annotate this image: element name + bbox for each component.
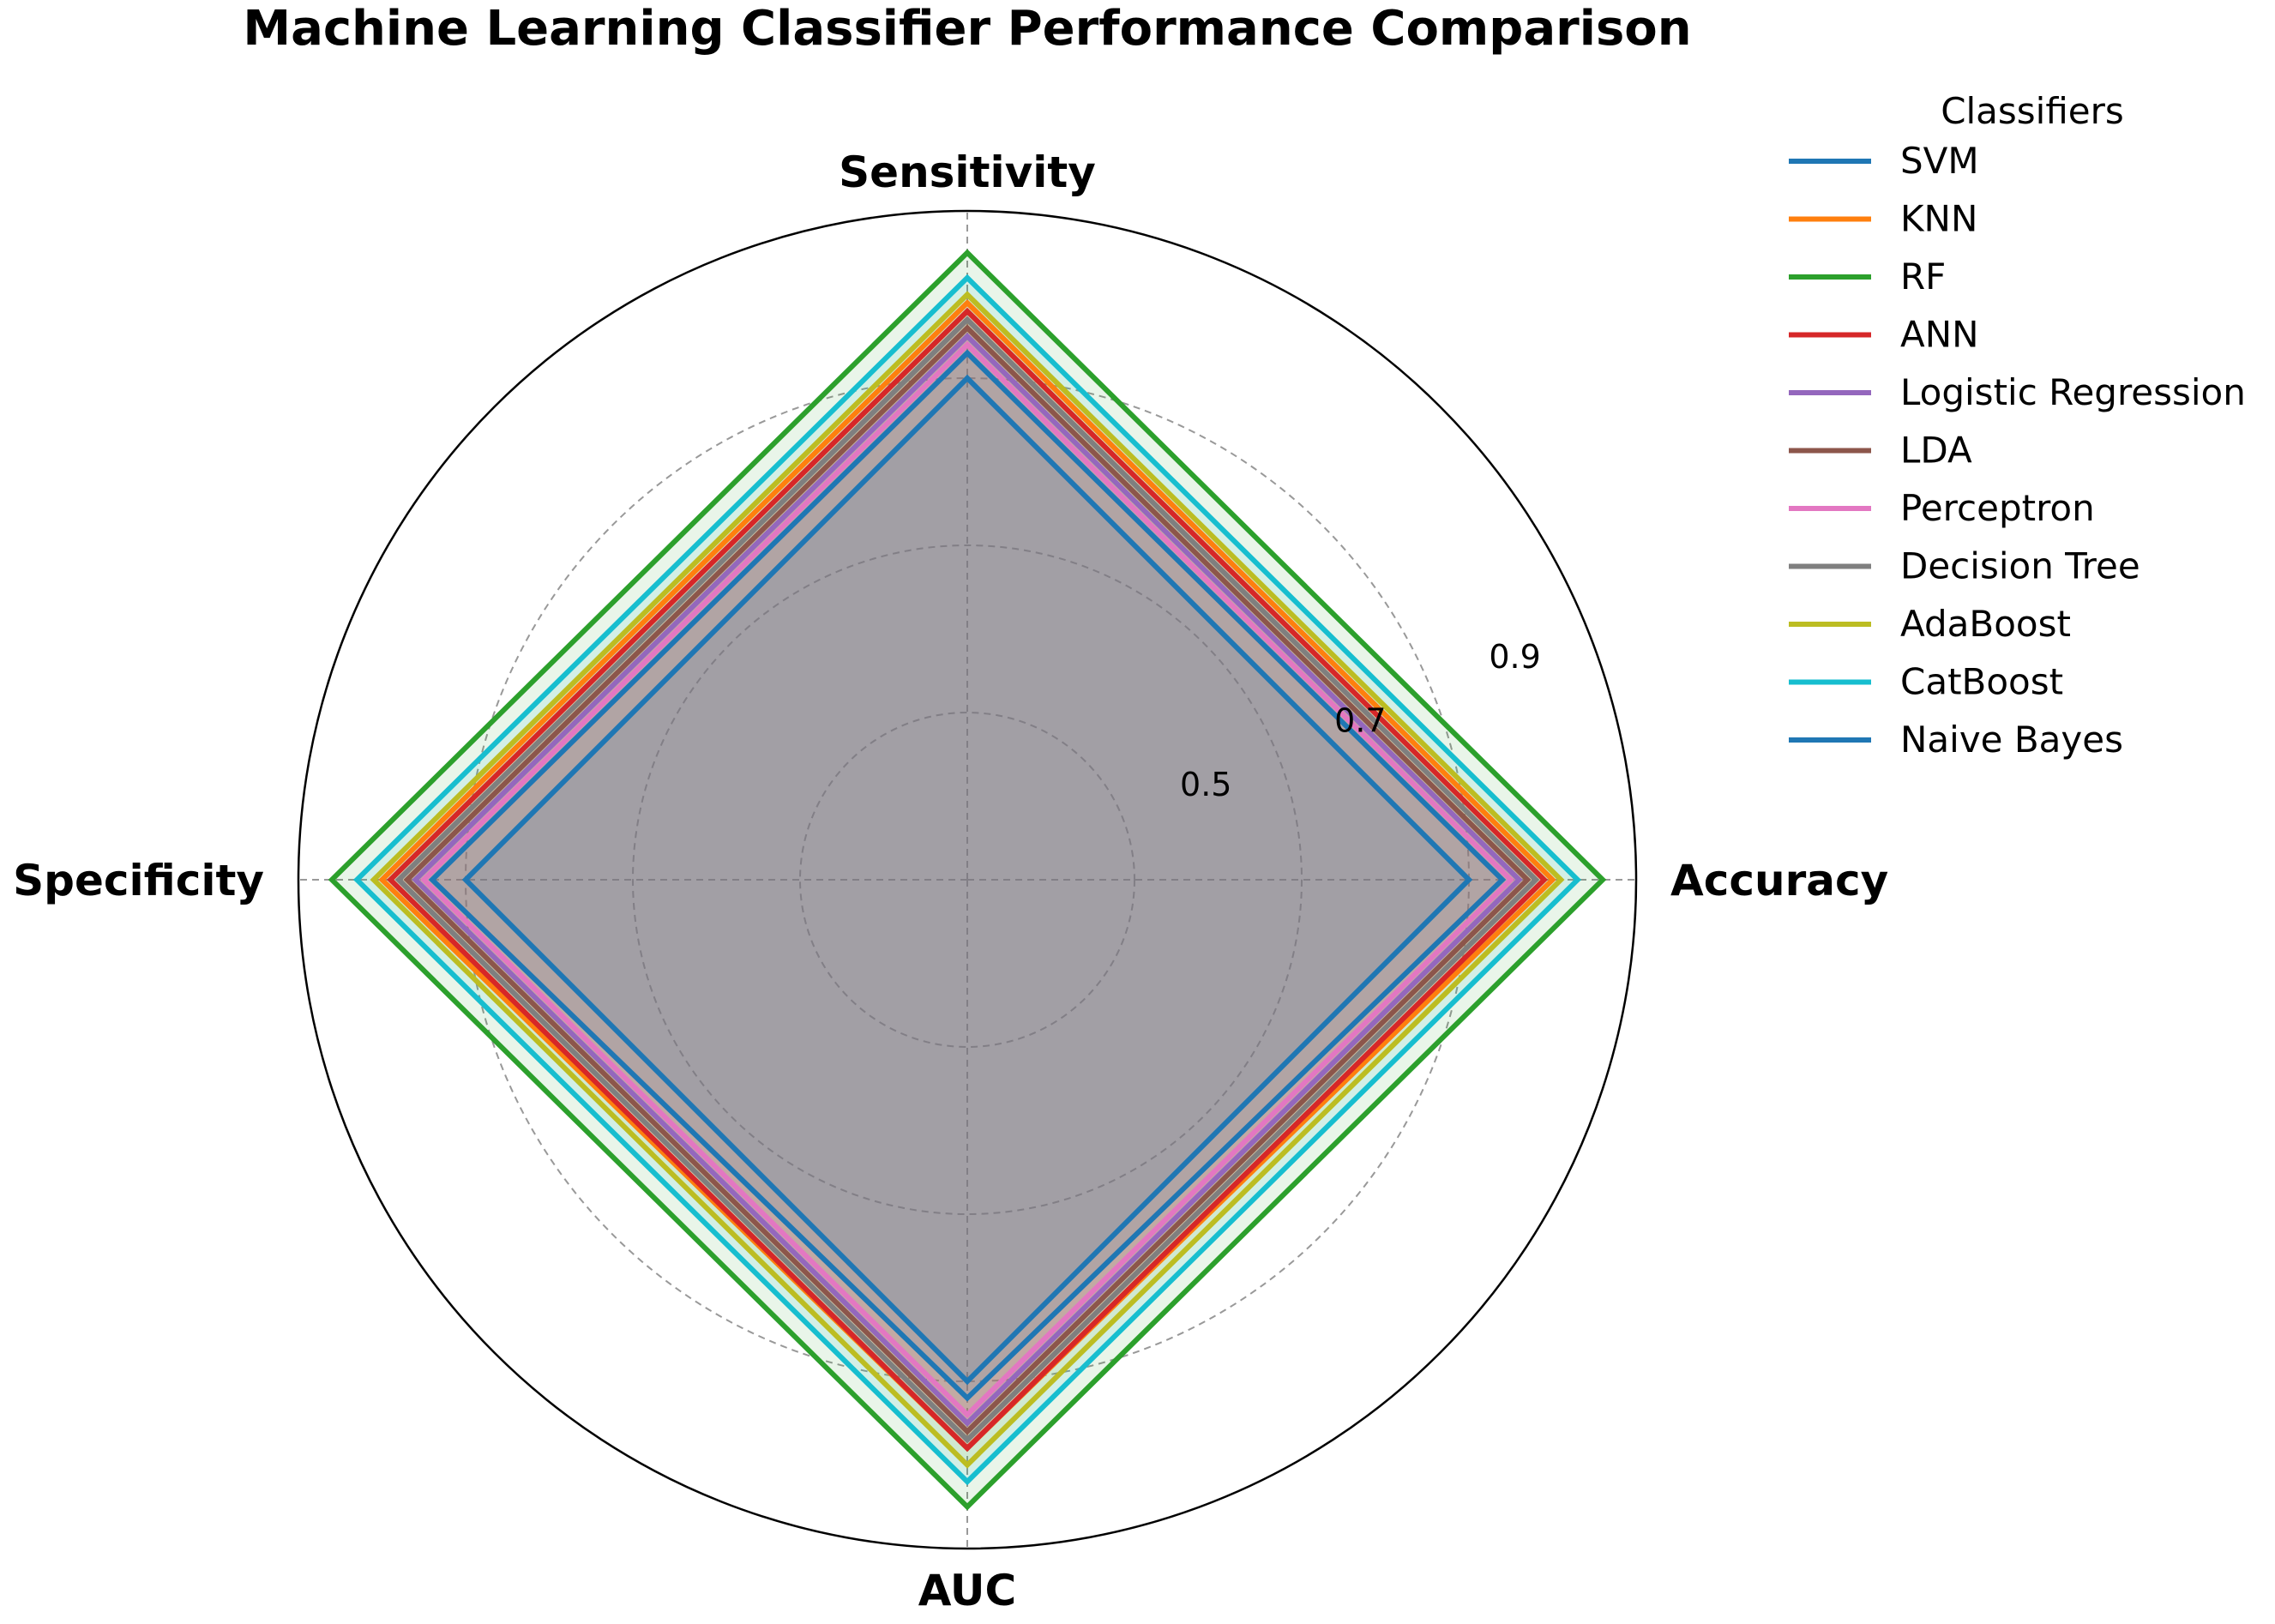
series-line-4 [412, 333, 1523, 1427]
axis-labels: Accuracy Sensitivity Specificity AUC [13, 147, 1888, 1615]
legend-label-6: Perceptron [1900, 487, 2095, 529]
axis-label-auc: AUC [918, 1566, 1016, 1615]
legend-label-5: LDA [1900, 430, 1972, 472]
legend-label-0: SVM [1900, 140, 1979, 182]
legend-label-7: Decision Tree [1900, 545, 2140, 587]
legend-label-2: RF [1900, 256, 1946, 298]
series-line-9 [352, 274, 1582, 1486]
legend-label-3: ANN [1900, 314, 1979, 356]
series-line-8 [370, 291, 1565, 1469]
tick-label-2: 0.9 [1489, 638, 1540, 676]
legend: Classifiers SVM KNN RF ANN Logistic Regressi… [1789, 90, 2246, 761]
tick-label-1: 0.7 [1334, 701, 1386, 739]
series-line-10 [461, 374, 1473, 1386]
legend-label-4: Logistic Regression [1900, 371, 2246, 413]
tick-label-0: 0.5 [1180, 766, 1231, 803]
series-polygons [328, 249, 1607, 1511]
series-line-3 [386, 307, 1549, 1453]
series-line-2 [328, 249, 1607, 1511]
series-line-7 [394, 316, 1540, 1444]
series-fill-10 [466, 378, 1469, 1381]
grid-ring-1 [632, 544, 1303, 1215]
chart-title: Machine Learning Classifier Performance … [243, 1, 1691, 57]
axis-label-specificity: Specificity [13, 856, 264, 905]
radial-tick-labels: 0.5 0.7 0.9 [1180, 638, 1541, 803]
axis-label-sensitivity: Sensitivity [839, 147, 1096, 197]
legend-title: Classifiers [1941, 90, 2124, 132]
legend-label-8: AdaBoost [1900, 603, 2071, 645]
legend-label-9: CatBoost [1900, 661, 2063, 703]
series-line-6 [419, 340, 1515, 1419]
legend-label-10: Naive Bayes [1900, 719, 2123, 761]
legend-label-1: KNN [1900, 198, 1977, 240]
outer-ring [297, 209, 1638, 1550]
grid-ring-0 [799, 712, 1135, 1048]
series-line-0 [428, 349, 1507, 1402]
series-line-5 [403, 324, 1532, 1435]
axis-label-accuracy: Accuracy [1670, 856, 1888, 905]
